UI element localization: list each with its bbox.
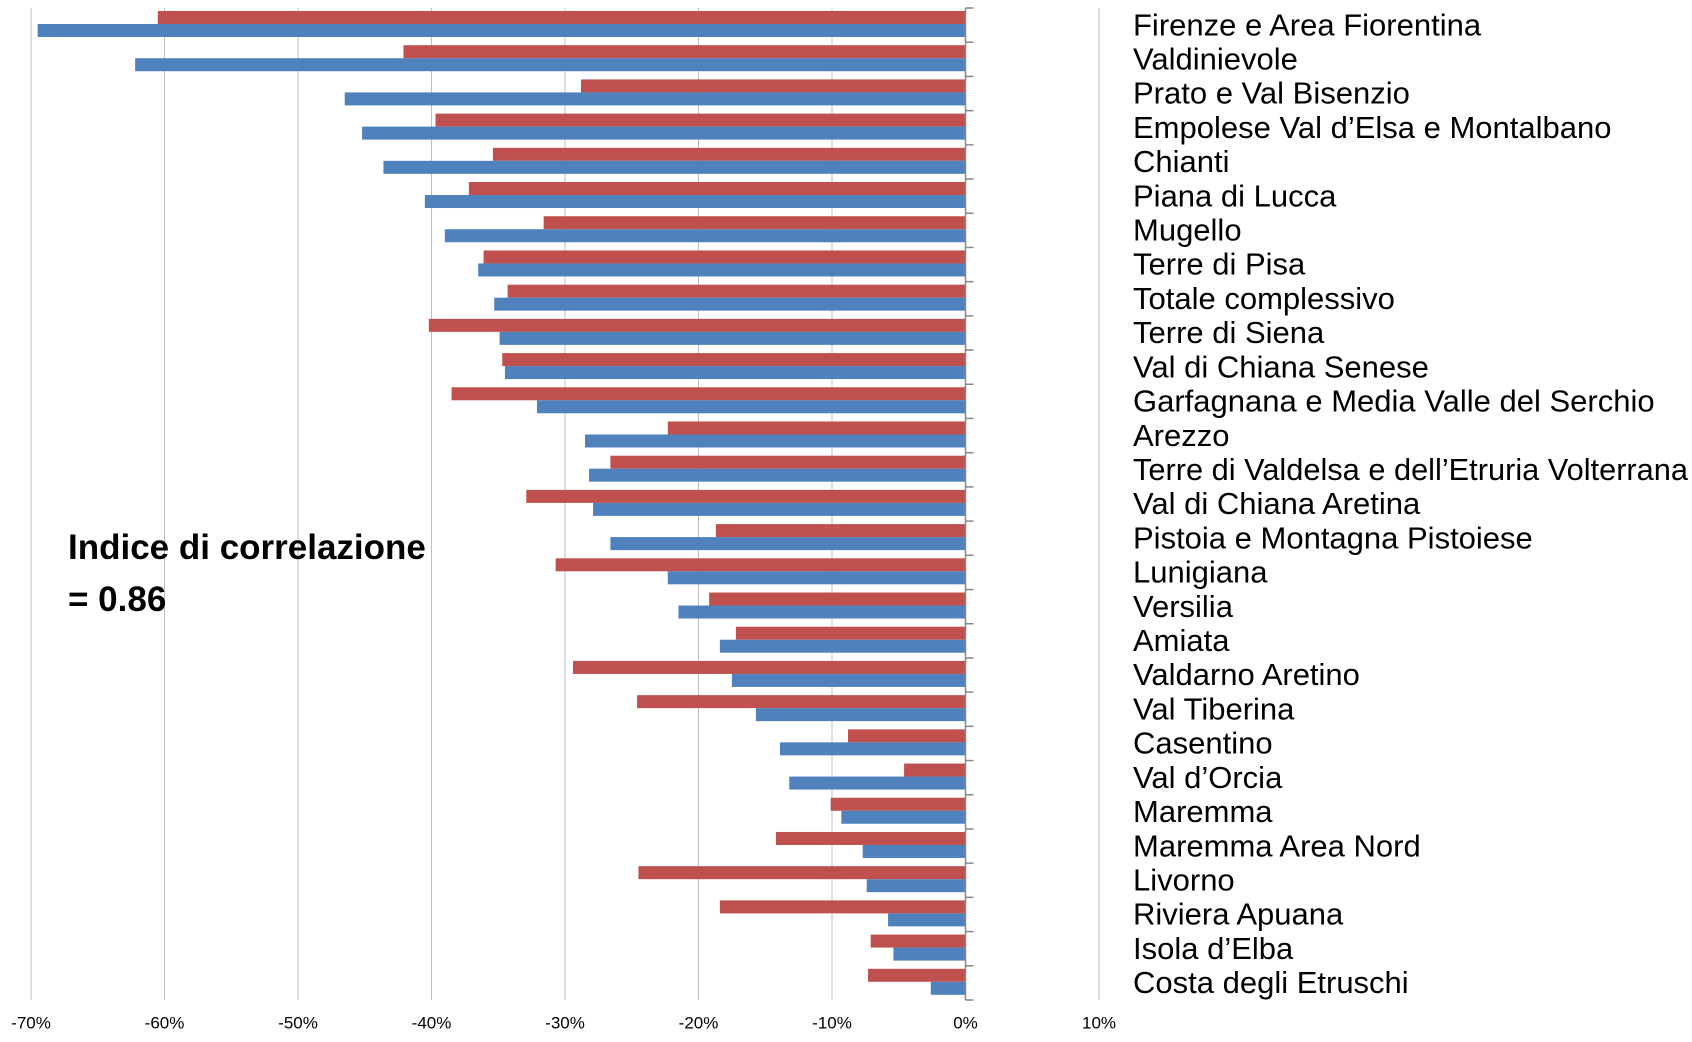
bar xyxy=(428,318,966,332)
x-tick-label: -10% xyxy=(812,1013,852,1032)
bar xyxy=(403,45,966,59)
category-label: Firenze e Area Fiorentina xyxy=(1133,7,1482,42)
bar xyxy=(888,913,966,927)
category-label: Piana di Lucca xyxy=(1133,178,1337,213)
bar xyxy=(543,216,966,230)
bar xyxy=(775,831,966,845)
bar xyxy=(637,695,966,709)
bar xyxy=(862,844,966,858)
bar xyxy=(573,660,966,674)
bar xyxy=(610,455,966,469)
bar xyxy=(468,182,966,196)
x-tick-label: -70% xyxy=(11,1013,51,1032)
bar xyxy=(667,571,966,585)
bar xyxy=(494,297,966,311)
x-tick-label: -50% xyxy=(278,1013,318,1032)
bar xyxy=(444,229,966,243)
bar xyxy=(37,24,966,37)
x-tick-label: -40% xyxy=(412,1013,452,1032)
category-label: Maremma Area Nord xyxy=(1133,828,1421,863)
bar xyxy=(135,58,966,72)
bar xyxy=(870,934,966,948)
category-label: Chianti xyxy=(1133,144,1230,179)
bar xyxy=(930,981,966,995)
category-label: Valdinievole xyxy=(1133,41,1298,76)
bar xyxy=(610,537,966,551)
category-label: Pistoia e Montagna Pistoiese xyxy=(1133,520,1533,555)
category-label: Empolese Val d’Elsa e Montalbano xyxy=(1133,110,1612,145)
bar xyxy=(585,434,966,448)
bar xyxy=(709,592,966,606)
annotation: Indice di correlazione = 0.86 xyxy=(68,528,426,619)
bar xyxy=(830,797,966,811)
bar xyxy=(424,195,966,209)
category-label: Mugello xyxy=(1133,213,1242,248)
category-label: Val di Chiana Senese xyxy=(1133,349,1429,384)
category-label: Livorno xyxy=(1133,862,1235,897)
bar xyxy=(593,502,966,516)
bar xyxy=(638,866,966,880)
category-label: Isola d’Elba xyxy=(1133,931,1294,966)
bar xyxy=(492,147,966,161)
bar xyxy=(451,387,966,401)
bar xyxy=(848,729,966,743)
bar xyxy=(555,558,966,572)
bar xyxy=(504,366,966,380)
bar xyxy=(383,160,966,174)
bar xyxy=(507,284,966,298)
bar xyxy=(678,605,966,619)
x-tick-label: -60% xyxy=(145,1013,185,1032)
bar xyxy=(581,79,966,93)
bar xyxy=(344,92,966,106)
bar xyxy=(157,11,966,24)
category-label: Riviera Apuana xyxy=(1133,897,1344,932)
bar xyxy=(779,742,966,756)
bar xyxy=(868,968,966,982)
category-label: Amiata xyxy=(1133,623,1230,658)
category-label: Terre di Valdelsa e dell’Etruria Volterr… xyxy=(1133,452,1689,487)
bar xyxy=(589,468,966,482)
x-tick-label: -30% xyxy=(545,1013,585,1032)
bar xyxy=(526,489,966,503)
category-label: Maremma xyxy=(1133,794,1273,829)
category-label: Versilia xyxy=(1133,589,1234,624)
x-tick-label: -20% xyxy=(679,1013,719,1032)
category-label: Garfagnana e Media Valle del Serchio xyxy=(1133,384,1655,419)
bar xyxy=(719,900,966,914)
category-label: Lunigiana xyxy=(1133,555,1268,590)
bar xyxy=(904,763,966,777)
category-label: Prato e Val Bisenzio xyxy=(1133,76,1410,111)
category-label: Val di Chiana Aretina xyxy=(1133,486,1421,521)
category-label: Arezzo xyxy=(1133,418,1229,453)
bar xyxy=(667,421,966,435)
category-label: Totale complessivo xyxy=(1133,281,1395,316)
bar xyxy=(866,879,966,893)
category-label: Costa degli Etruschi xyxy=(1133,965,1409,1000)
bar xyxy=(483,250,966,264)
bar xyxy=(893,947,966,961)
category-label: Terre di Siena xyxy=(1133,315,1325,350)
bar xyxy=(362,126,966,140)
bar xyxy=(435,113,966,127)
bar xyxy=(755,708,966,722)
x-tick-label: 0% xyxy=(953,1013,978,1032)
bar xyxy=(502,353,966,367)
category-label: Valdarno Aretino xyxy=(1133,657,1360,692)
bar xyxy=(731,673,966,687)
bar xyxy=(735,626,966,640)
category-label: Terre di Pisa xyxy=(1133,247,1306,282)
bar xyxy=(536,400,966,414)
bar xyxy=(789,776,966,790)
bar xyxy=(478,263,966,277)
bar xyxy=(719,639,966,653)
category-label: Casentino xyxy=(1133,726,1273,761)
bar xyxy=(715,524,966,538)
bar xyxy=(499,331,966,345)
category-label: Val Tiberina xyxy=(1133,691,1295,726)
x-tick-label: 10% xyxy=(1082,1013,1116,1032)
bar xyxy=(841,810,966,824)
category-label: Val d’Orcia xyxy=(1133,760,1283,795)
